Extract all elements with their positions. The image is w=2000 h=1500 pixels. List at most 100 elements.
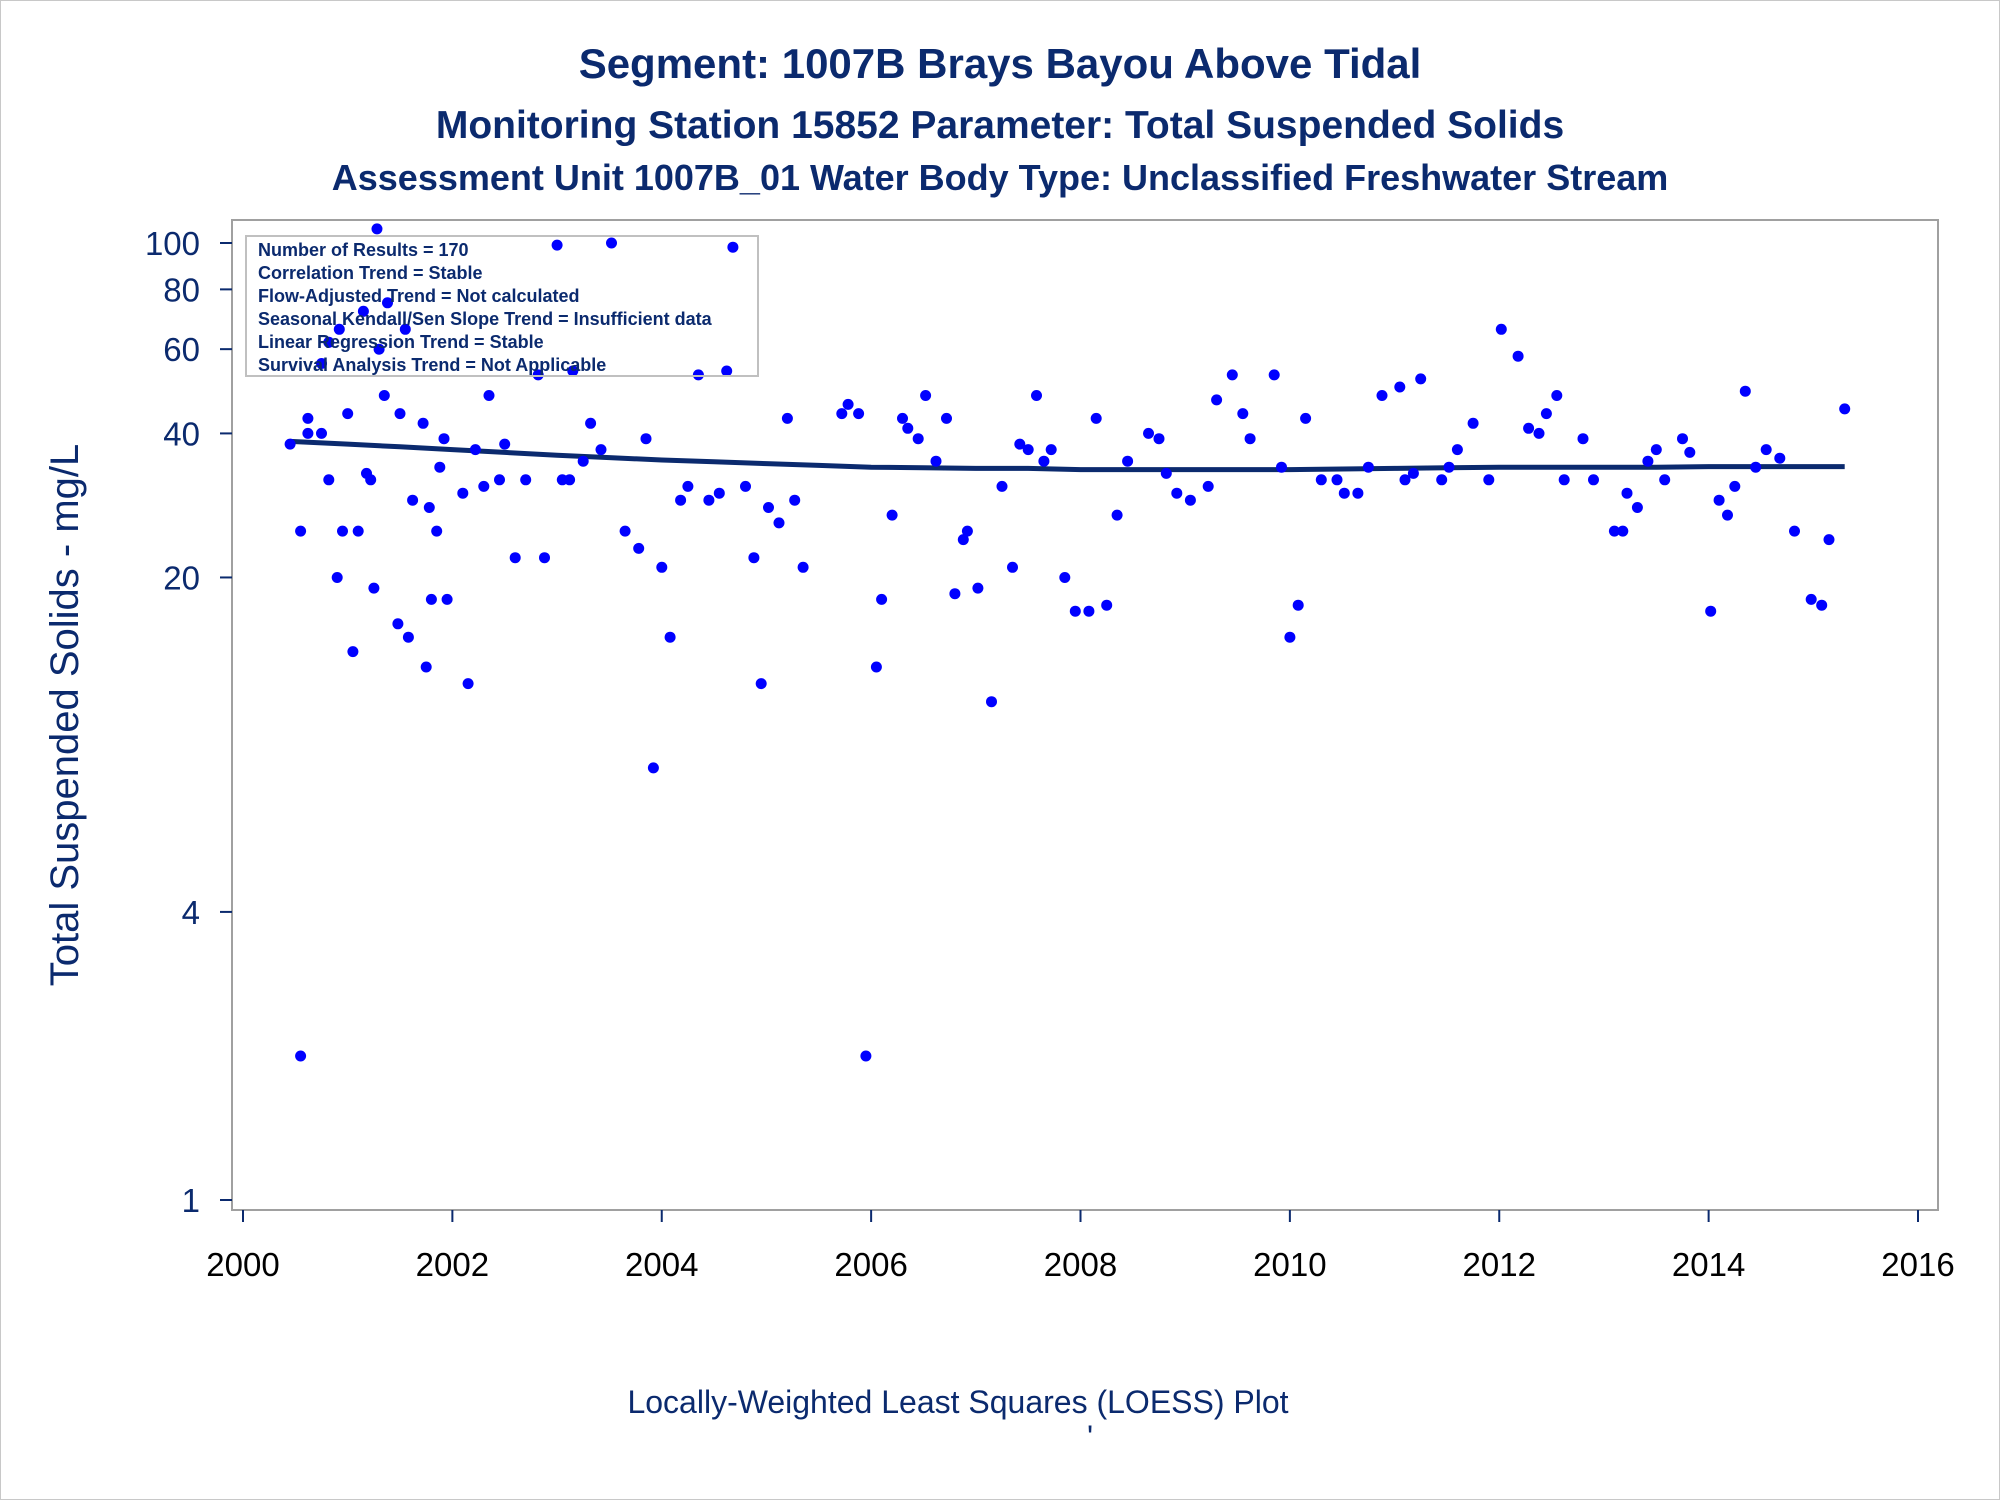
data-point [886,509,898,521]
legend-line: Linear Regression Trend = Stable [258,332,544,352]
data-point [1608,525,1620,537]
data-point [1090,412,1102,424]
data-point [1551,390,1563,401]
data-point [1399,474,1411,486]
x-tick-label: 2006 [834,1246,907,1283]
data-point [675,494,687,506]
data-point [1495,323,1507,335]
data-point [378,390,390,401]
data-point [1705,605,1717,617]
x-tick-label: 2010 [1253,1246,1326,1283]
data-point [1284,631,1296,643]
data-point [316,358,327,369]
data-point [836,408,848,420]
data-point [302,427,314,439]
data-point [1617,525,1629,537]
data-point [373,343,385,355]
data-point [972,582,984,594]
data-point [595,444,607,456]
data-point [441,593,453,605]
legend-line: Seasonal Kendall/Sen Slope Trend = Insuf… [258,309,713,329]
data-point [1211,394,1223,406]
y-tick-label: 100 [145,225,200,262]
data-point [1045,444,1057,456]
data-point [1101,599,1113,611]
data-point [1244,433,1256,445]
data-point [323,474,335,486]
y-tick-label: 80 [163,271,200,308]
data-point [1451,444,1463,456]
data-point [842,398,854,410]
data-point [295,525,307,537]
data-point [438,433,450,445]
data-point [1523,422,1535,434]
data-point [1022,444,1034,456]
x-tick-label: 2000 [206,1246,279,1283]
data-point [539,552,550,564]
data-point [740,480,751,492]
data-point [996,480,1008,492]
data-point [494,474,505,486]
data-point [930,455,942,467]
data-point [1315,474,1327,486]
data-point [420,661,432,673]
data-point [1750,461,1762,473]
data-point [1684,446,1696,458]
y-tick-label: 40 [163,415,200,452]
data-point [520,474,532,486]
data-point [509,552,521,564]
data-point [1642,455,1654,467]
data-point [1292,599,1304,611]
data-point [1729,480,1741,492]
data-point [483,390,495,401]
data-point [347,646,359,658]
legend-line: Survival Analysis Trend = Not Applicable [258,355,606,375]
data-point [1038,455,1050,467]
data-point [368,582,380,594]
data-point [1153,433,1165,445]
data-point [1415,373,1427,385]
data-point [399,323,411,335]
data-point [392,618,404,630]
chart-title: Segment: 1007B Brays Bayou Above Tidal [579,40,1422,87]
data-point [1202,480,1214,492]
data-point [1331,474,1343,486]
trend-legend: Number of Results = 170 Correlation Tren… [245,235,759,377]
data-point [876,593,888,605]
data-point [897,412,908,424]
data-point [295,1050,307,1062]
data-point [1300,412,1312,424]
data-point [284,438,296,450]
loess-line [289,438,1845,473]
data-point [1362,461,1374,473]
data-point [1839,403,1851,415]
data-point [1069,605,1081,617]
loess-line-layer [289,438,1845,473]
data-point [957,534,969,546]
data-points-layer [284,223,1851,1062]
data-point [337,525,348,537]
data-point [423,502,435,513]
data-point [316,427,327,439]
data-point [1805,593,1817,605]
data-point [532,369,544,381]
data-point [1722,509,1733,521]
data-point [692,369,704,381]
footnote-mark: ' [1087,1419,1093,1455]
data-point [333,323,345,335]
data-point [382,297,393,309]
x-tick-label: 2008 [1044,1246,1117,1283]
y-tick-label: 60 [163,331,200,368]
data-point [1577,433,1589,445]
chart-subtitle-2: Assessment Unit 1007B_01 Water Body Type… [332,157,1669,198]
x-axis: 2000 2002 2004 2006 2008 2010 2012 2014 2016 [206,1210,1955,1283]
data-point [342,408,354,420]
data-point [357,305,369,317]
data-point [1031,390,1042,401]
data-point [912,433,924,445]
data-point [986,696,997,708]
data-point [1739,385,1751,397]
data-point [763,502,774,513]
data-point [1816,599,1828,611]
data-point [1338,487,1350,499]
